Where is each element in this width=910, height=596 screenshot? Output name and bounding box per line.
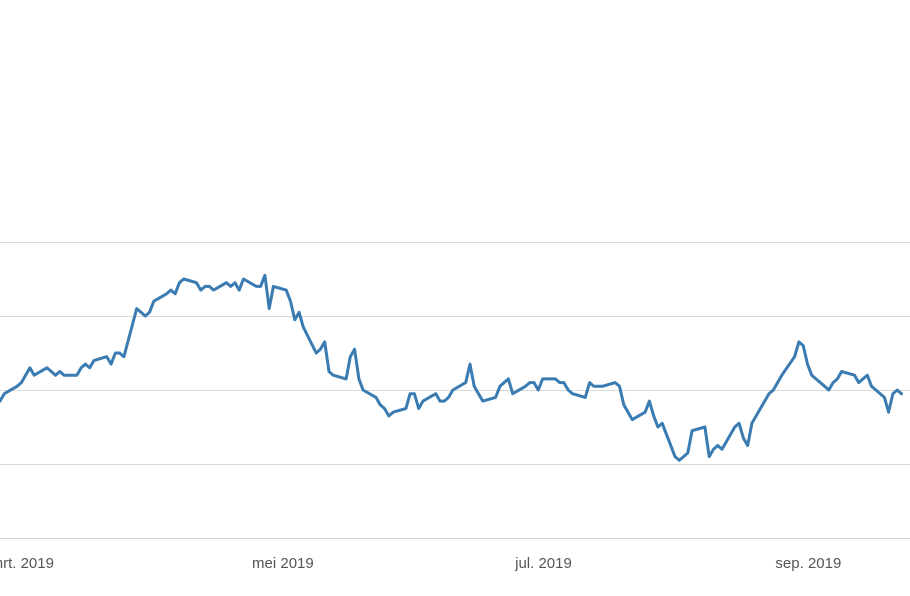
series-layer — [0, 273, 903, 462]
x-tick-label: mei 2019 — [252, 555, 314, 572]
x-axis-tick-labels: mrt. 2019 mei 2019 jul. 2019 sep. 2019 — [0, 555, 841, 572]
x-tick-label: jul. 2019 — [514, 555, 572, 572]
x-tick-label: sep. 2019 — [775, 555, 841, 572]
x-tick-label: mrt. 2019 — [0, 555, 54, 572]
series-line — [0, 273, 903, 462]
